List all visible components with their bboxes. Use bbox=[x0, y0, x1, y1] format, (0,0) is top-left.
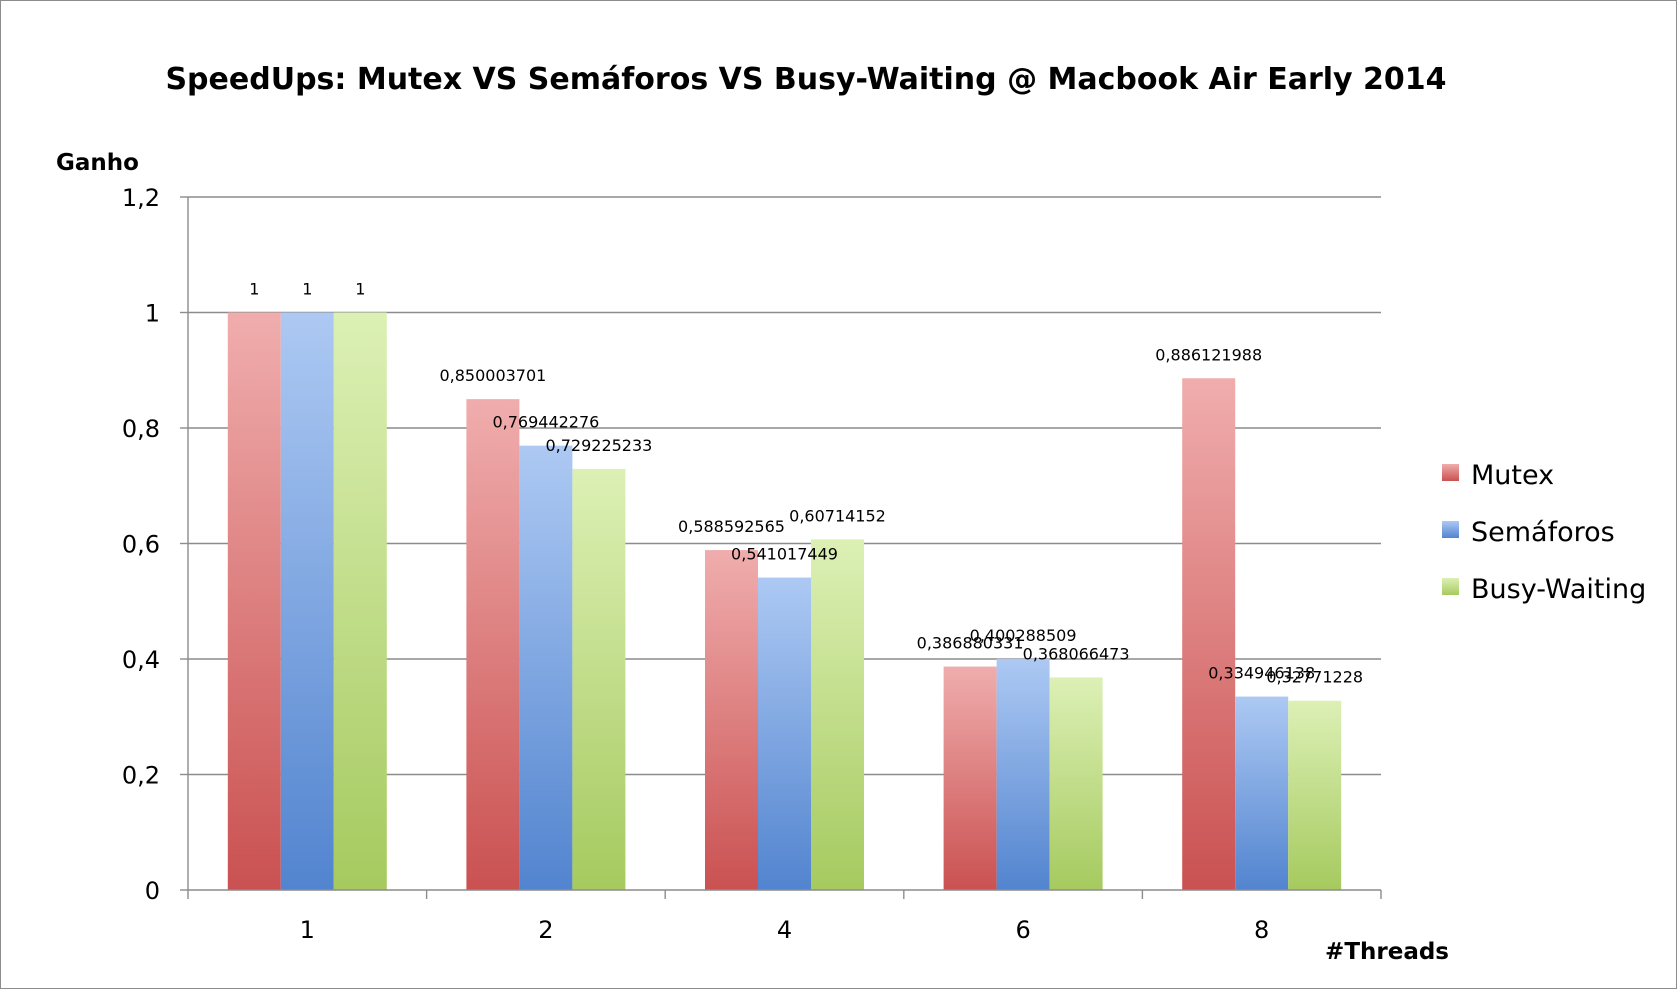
y-axis-title: Ganho bbox=[56, 150, 139, 176]
data-label: 0,541017449 bbox=[731, 545, 838, 564]
bar-mutex-2 bbox=[466, 399, 520, 890]
x-tick-label: 2 bbox=[538, 916, 553, 944]
data-label: 0,769442276 bbox=[492, 413, 599, 432]
bar-busy-waiting-2 bbox=[572, 468, 626, 890]
gridlines bbox=[188, 196, 1381, 776]
legend-swatch bbox=[1442, 521, 1459, 538]
x-tick-label: 4 bbox=[777, 916, 792, 944]
axes: 0 0,2 0,4 0,6 0,8 1 1,2 1 2 4 6 8 bbox=[122, 184, 1382, 944]
data-label: 1 bbox=[249, 280, 259, 299]
data-label: 1 bbox=[355, 280, 365, 299]
bar-sem-foros-8 bbox=[1235, 696, 1289, 890]
y-tick-label: 0,8 bbox=[122, 415, 160, 443]
legend-label: Busy-Waiting bbox=[1471, 574, 1646, 605]
bar-mutex-4 bbox=[705, 550, 758, 890]
data-label: 1 bbox=[302, 280, 312, 299]
bar-sem-foros-1 bbox=[280, 312, 334, 890]
x-tick-label: 1 bbox=[300, 916, 315, 944]
bar-busy-waiting-8 bbox=[1288, 700, 1342, 890]
bar-mutex-8 bbox=[1182, 378, 1236, 890]
y-tick-label: 0 bbox=[145, 877, 160, 905]
bar-mutex-6 bbox=[943, 666, 997, 890]
y-tick-label: 0,4 bbox=[122, 646, 160, 674]
bar-mutex-1 bbox=[227, 312, 281, 890]
data-label: 0,368066473 bbox=[1023, 644, 1130, 663]
bar-busy-waiting-6 bbox=[1049, 677, 1103, 890]
bar-sem-foros-2 bbox=[519, 445, 573, 890]
legend-label: Semáforos bbox=[1471, 517, 1615, 548]
data-label: 0,886121988 bbox=[1155, 345, 1262, 364]
bar-sem-foros-6 bbox=[996, 658, 1050, 890]
legend: Mutex Semáforos Busy-Waiting bbox=[1442, 460, 1646, 605]
x-axis-title: #Threads bbox=[1325, 939, 1449, 965]
legend-label: Mutex bbox=[1471, 460, 1554, 491]
data-label: 0,60714152 bbox=[789, 506, 886, 525]
data-label: 0,334946138 bbox=[1208, 664, 1315, 683]
data-label: 0,850003701 bbox=[439, 366, 546, 385]
data-labels: 1 0,850003701 0,588592565 0,386880331 0,8861… bbox=[249, 280, 1363, 687]
y-tick-label: 1 bbox=[145, 300, 160, 328]
x-tick-label: 8 bbox=[1254, 916, 1269, 944]
data-label: 0,32771228 bbox=[1266, 668, 1363, 687]
y-tick-label: 1,2 bbox=[122, 184, 160, 212]
y-tick-label: 0,2 bbox=[122, 762, 160, 790]
chart-title: SpeedUps: Mutex VS Semáforos VS Busy-Wai… bbox=[165, 62, 1446, 97]
data-label: 0,588592565 bbox=[678, 517, 785, 536]
bars bbox=[227, 312, 1342, 890]
y-tick-label: 0,6 bbox=[122, 531, 160, 559]
bar-sem-foros-4 bbox=[758, 577, 811, 890]
data-label: 0,400288509 bbox=[970, 626, 1077, 645]
bar-busy-waiting-1 bbox=[333, 312, 387, 890]
data-label: 0,386880331 bbox=[917, 634, 1024, 653]
legend-swatch bbox=[1442, 464, 1459, 481]
x-tick-label: 6 bbox=[1015, 916, 1030, 944]
data-label: 0,729225233 bbox=[545, 436, 652, 455]
legend-swatch bbox=[1442, 578, 1459, 595]
bar-busy-waiting-4 bbox=[811, 539, 864, 890]
